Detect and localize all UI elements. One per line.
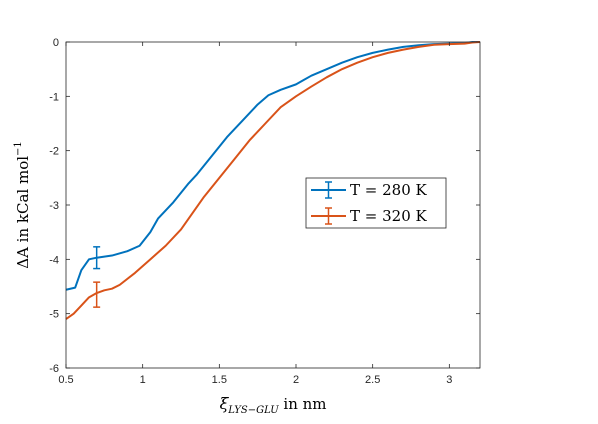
- x-tick-label: 1: [140, 374, 146, 386]
- x-tick-label: 3: [446, 374, 452, 386]
- x-axis-title: ξLYS−GLU in nm: [219, 394, 326, 416]
- x-axis-title-suffix: in nm: [279, 395, 327, 413]
- legend-box: [305, 177, 447, 229]
- labels-layer: 0.5 1 1.5 2 2.5 3 0 -1 -2 -3 -4 -5 -6: [49, 37, 452, 386]
- y-tick-label: -4: [49, 254, 59, 266]
- legend-entry-280: T = 280 K: [311, 181, 428, 199]
- series-layer: [65, 41, 481, 320]
- y-axis-title-sup: −1: [13, 141, 24, 156]
- legend: T = 280 K T = 320 K: [305, 177, 447, 229]
- x-tick-label: 1.5: [212, 374, 227, 386]
- y-tick-label: 0: [53, 37, 59, 49]
- legend-entry-320: T = 320 K: [311, 207, 428, 225]
- ticks-layer: [65, 41, 480, 369]
- y-tick-label: -2: [49, 146, 59, 158]
- y-tick-label: -1: [49, 91, 59, 103]
- legend-label-280: T = 280 K: [350, 181, 428, 199]
- y-axis-title: ΔA in kCal mol−1: [13, 141, 32, 269]
- y-axis-title-main: ΔA in kCal mol: [14, 156, 32, 269]
- series-line-t-320-k: [65, 41, 481, 320]
- series-line-t-280-k: [65, 41, 480, 291]
- y-tick-label: -6: [49, 363, 59, 375]
- y-tick-label: -3: [49, 200, 59, 212]
- x-tick-label: 2.5: [365, 374, 380, 386]
- x-axis-title-sub: LYS−GLU: [227, 405, 279, 416]
- y-tick-label: -5: [49, 309, 59, 321]
- x-tick-label: 2: [293, 374, 299, 386]
- x-axis-title-main: ξ: [219, 394, 229, 413]
- legend-label-320: T = 320 K: [350, 207, 428, 225]
- x-tick-label: 0.5: [58, 374, 73, 386]
